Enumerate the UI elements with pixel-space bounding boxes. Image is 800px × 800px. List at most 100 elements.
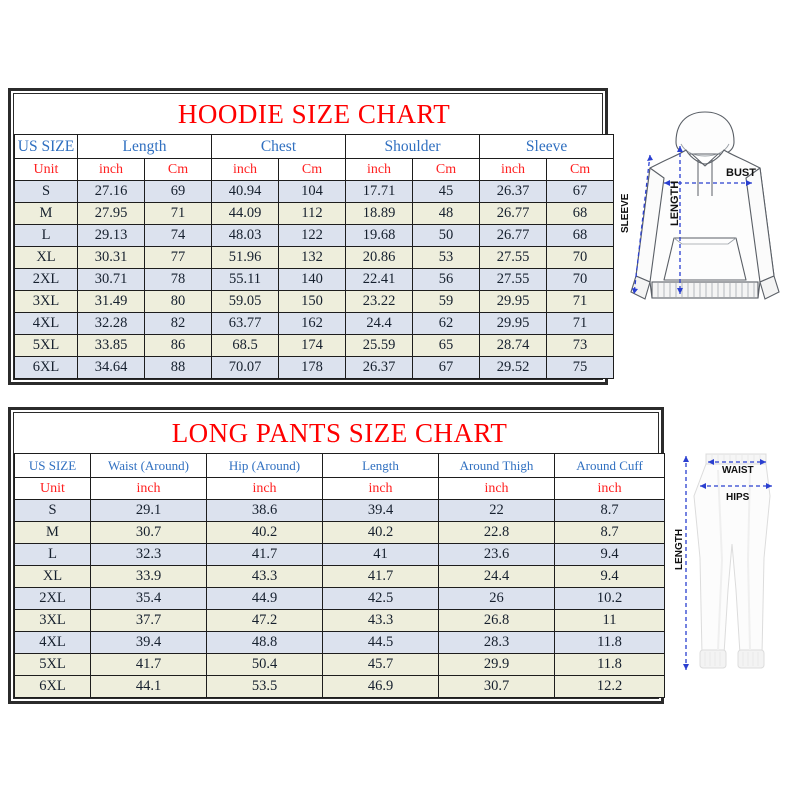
pants-unit-thigh: inch bbox=[438, 477, 555, 500]
cell-value: 73 bbox=[545, 334, 615, 357]
pants-chart-frame-inner: LONG PANTS SIZE CHART US SIZE Waist (Aro… bbox=[13, 412, 666, 699]
cell-value: 33.85 bbox=[77, 334, 145, 357]
cell-value: 71 bbox=[144, 202, 212, 225]
cell-value: 68 bbox=[545, 224, 615, 247]
cell-value: 26.77 bbox=[479, 224, 547, 247]
hoodie-unit-sleeve-cm: Cm bbox=[545, 158, 615, 181]
cell-value: 55.11 bbox=[211, 268, 279, 291]
hoodie-group-length: Length bbox=[77, 134, 212, 159]
table-row: 4XL 39.4 48.8 44.5 28.3 11.8 bbox=[14, 631, 666, 654]
cell-value: 50 bbox=[412, 224, 480, 247]
cell-value: 78 bbox=[144, 268, 212, 291]
table-row: 4XL 32.28 82 63.77 162 24.4 62 29.95 71 bbox=[14, 312, 615, 335]
cell-value: 43.3 bbox=[322, 609, 439, 632]
row-size-label: S bbox=[14, 180, 78, 203]
hoodie-unit-shoulder-cm: Cm bbox=[412, 158, 480, 181]
row-size-label: L bbox=[14, 224, 78, 247]
cell-value: 45 bbox=[412, 180, 480, 203]
hoodie-table: HOODIE SIZE CHART US SIZE Length Chest S… bbox=[14, 94, 615, 379]
cell-value: 70.07 bbox=[211, 356, 279, 379]
pants-title-row: LONG PANTS SIZE CHART bbox=[14, 413, 665, 454]
cell-value: 70 bbox=[545, 246, 615, 269]
cell-value: 27.16 bbox=[77, 180, 145, 203]
hoodie-group-shoulder: Shoulder bbox=[345, 134, 480, 159]
cell-value: 22.8 bbox=[438, 521, 555, 544]
pants-unit-row: Unit inch inch inch inch inch bbox=[14, 477, 666, 500]
hoodie-unit-sleeve-inch: inch bbox=[479, 158, 547, 181]
cell-value: 26.37 bbox=[479, 180, 547, 203]
pants-chart-frame: LONG PANTS SIZE CHART US SIZE Waist (Aro… bbox=[8, 407, 666, 704]
row-size-label: XL bbox=[14, 246, 78, 269]
cell-value: 39.4 bbox=[322, 499, 439, 522]
cell-value: 40.2 bbox=[322, 521, 439, 544]
hoodie-bust-label: BUST bbox=[726, 167, 756, 179]
cell-value: 44.1 bbox=[90, 675, 207, 698]
cell-value: 80 bbox=[144, 290, 212, 313]
cell-value: 9.4 bbox=[553, 565, 666, 588]
hoodie-length-label: LENGTH bbox=[669, 181, 681, 226]
cell-value: 27.55 bbox=[479, 268, 547, 291]
cell-value: 11.8 bbox=[553, 653, 666, 676]
cell-value: 30.71 bbox=[77, 268, 145, 291]
cell-value: 11.8 bbox=[553, 631, 666, 654]
cell-value: 32.3 bbox=[90, 543, 207, 566]
cell-value: 48 bbox=[412, 202, 480, 225]
cell-value: 46.9 bbox=[322, 675, 439, 698]
hoodie-unit-shoulder-inch: inch bbox=[345, 158, 413, 181]
pants-unit-length: inch bbox=[322, 477, 439, 500]
pants-size-col-label: US SIZE bbox=[14, 453, 91, 478]
cell-value: 29.13 bbox=[77, 224, 145, 247]
cell-value: 37.7 bbox=[90, 609, 207, 632]
cell-value: 28.3 bbox=[438, 631, 555, 654]
cell-value: 26 bbox=[438, 587, 555, 610]
cell-value: 29.9 bbox=[438, 653, 555, 676]
cell-value: 40.2 bbox=[206, 521, 323, 544]
cell-value: 174 bbox=[278, 334, 346, 357]
hoodie-chart-frame: HOODIE SIZE CHART US SIZE Length Chest S… bbox=[8, 88, 615, 385]
cell-value: 70 bbox=[545, 268, 615, 291]
row-size-label: 2XL bbox=[14, 268, 78, 291]
row-size-label: 2XL bbox=[14, 587, 91, 610]
hoodie-title-row: HOODIE SIZE CHART bbox=[14, 94, 614, 135]
pants-unit-waist: inch bbox=[90, 477, 207, 500]
pants-unit-hip: inch bbox=[206, 477, 323, 500]
cell-value: 44.5 bbox=[322, 631, 439, 654]
cell-value: 33.9 bbox=[90, 565, 207, 588]
cell-value: 59 bbox=[412, 290, 480, 313]
hoodie-unit-length-inch: inch bbox=[77, 158, 145, 181]
pants-diagram: WAIST HIPS LENGTH bbox=[666, 440, 798, 702]
cell-value: 27.95 bbox=[77, 202, 145, 225]
row-size-label: S bbox=[14, 499, 91, 522]
pants-size-chart: LONG PANTS SIZE CHART US SIZE Waist (Aro… bbox=[8, 407, 666, 704]
cell-value: 74 bbox=[144, 224, 212, 247]
cell-value: 29.95 bbox=[479, 312, 547, 335]
cell-value: 10.2 bbox=[553, 587, 666, 610]
pants-title: LONG PANTS SIZE CHART bbox=[14, 413, 665, 454]
cell-value: 29.52 bbox=[479, 356, 547, 379]
table-row: M 30.7 40.2 40.2 22.8 8.7 bbox=[14, 521, 666, 544]
table-row: 6XL 34.64 88 70.07 178 26.37 67 29.52 75 bbox=[14, 356, 615, 379]
hoodie-sleeve-label: SLEEVE bbox=[620, 193, 631, 233]
cell-value: 41.7 bbox=[322, 565, 439, 588]
cell-value: 140 bbox=[278, 268, 346, 291]
cell-value: 62 bbox=[412, 312, 480, 335]
pants-group-length: Length bbox=[322, 453, 439, 478]
table-row: S 29.1 38.6 39.4 22 8.7 bbox=[14, 499, 666, 522]
cell-value: 178 bbox=[278, 356, 346, 379]
hoodie-chart-frame-inner: HOODIE SIZE CHART US SIZE Length Chest S… bbox=[13, 93, 615, 380]
cell-value: 56 bbox=[412, 268, 480, 291]
cell-value: 77 bbox=[144, 246, 212, 269]
table-row: 3XL 37.7 47.2 43.3 26.8 11 bbox=[14, 609, 666, 632]
cell-value: 41 bbox=[322, 543, 439, 566]
cell-value: 23.22 bbox=[345, 290, 413, 313]
cell-value: 69 bbox=[144, 180, 212, 203]
table-row: S 27.16 69 40.94 104 17.71 45 26.37 67 bbox=[14, 180, 615, 203]
hoodie-size-chart: HOODIE SIZE CHART US SIZE Length Chest S… bbox=[8, 88, 615, 385]
cell-value: 44.09 bbox=[211, 202, 279, 225]
cell-value: 67 bbox=[412, 356, 480, 379]
row-size-label: 5XL bbox=[14, 653, 91, 676]
cell-value: 8.7 bbox=[553, 521, 666, 544]
cell-value: 26.77 bbox=[479, 202, 547, 225]
row-size-label: L bbox=[14, 543, 91, 566]
cell-value: 26.37 bbox=[345, 356, 413, 379]
